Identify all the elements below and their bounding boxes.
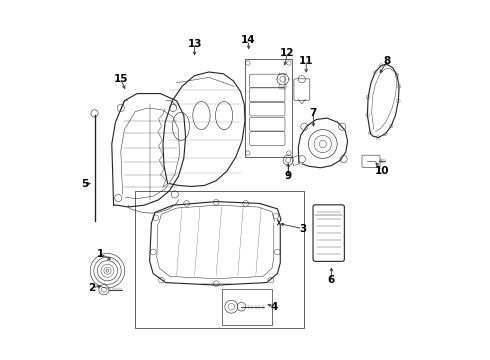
Bar — [245, 59, 292, 157]
Text: 13: 13 — [187, 39, 202, 49]
Text: 4: 4 — [270, 302, 277, 312]
Text: 7: 7 — [310, 108, 317, 118]
Text: 6: 6 — [328, 275, 335, 285]
Text: 9: 9 — [285, 171, 292, 181]
Text: 14: 14 — [241, 35, 256, 45]
Text: 10: 10 — [374, 166, 389, 176]
Text: 15: 15 — [114, 74, 128, 84]
Text: 2: 2 — [88, 283, 96, 293]
Bar — [221, 289, 272, 325]
Text: 12: 12 — [280, 48, 294, 58]
Text: 5: 5 — [81, 179, 88, 189]
Text: 8: 8 — [384, 56, 391, 66]
Text: 11: 11 — [299, 56, 314, 66]
Text: 3: 3 — [299, 224, 306, 234]
Bar — [135, 191, 304, 328]
Text: 1: 1 — [97, 249, 104, 259]
